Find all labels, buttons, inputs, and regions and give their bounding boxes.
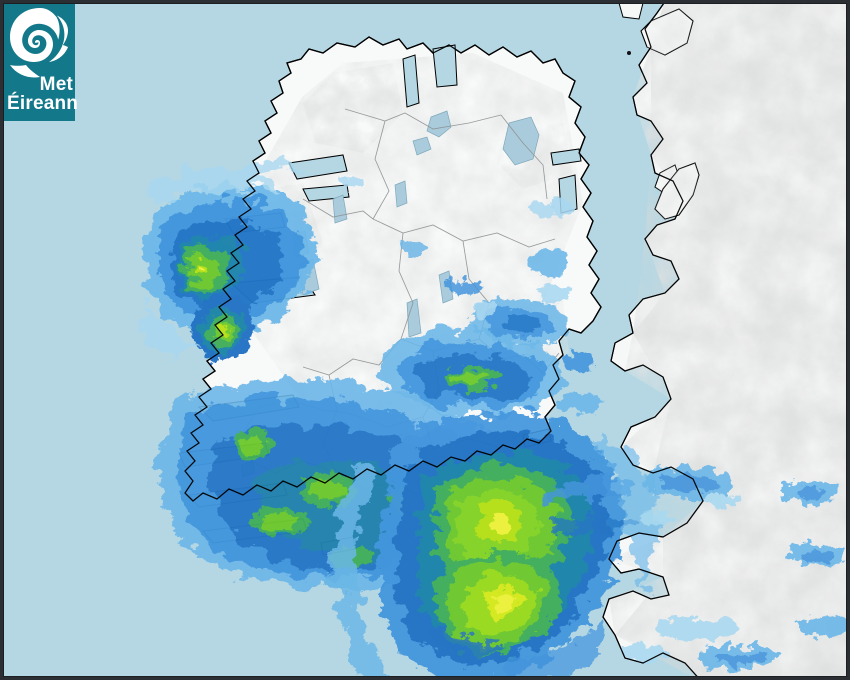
echo-connemara-core <box>191 296 254 360</box>
echo-midlands-scattered <box>381 330 564 415</box>
lake-lough-erne-lower <box>412 136 432 156</box>
celtic-spiral-icon <box>7 5 71 79</box>
echo-celtic-sea-band <box>378 412 640 677</box>
coastline-overlay <box>184 3 704 677</box>
map-vector-layers <box>3 3 847 677</box>
logo-wordmark: Met Éireann <box>7 74 79 114</box>
bay-donegal <box>288 154 348 180</box>
landmass-layer <box>178 3 847 677</box>
terrain-donegal <box>303 63 403 153</box>
logo-word-eireann: Éireann <box>7 93 79 114</box>
echo-celtic-sea-apron <box>333 433 658 677</box>
lake-lough-derg <box>406 298 422 338</box>
lake-lough-erne <box>426 110 452 138</box>
logo-word-met: Met <box>39 74 73 95</box>
lough-swilly <box>402 54 420 108</box>
landmass-jura-north <box>618 3 644 20</box>
map-dot-marker <box>627 51 631 55</box>
lake-lough-allen <box>394 180 408 208</box>
met-eireann-logo[interactable]: Met Éireann <box>3 3 79 121</box>
echo-east-coast-light <box>527 197 603 415</box>
map-canvas[interactable] <box>3 3 847 677</box>
lake-lough-ree <box>438 270 454 304</box>
echo-leinster-east <box>469 298 569 346</box>
echo-ulster-faint <box>336 173 557 317</box>
radar-echo-layer <box>140 160 847 677</box>
echo-west-connacht <box>147 184 317 334</box>
echo-atlantic-spray <box>140 160 303 354</box>
belfast-lough <box>550 148 582 166</box>
echo-wales-light <box>621 466 847 670</box>
